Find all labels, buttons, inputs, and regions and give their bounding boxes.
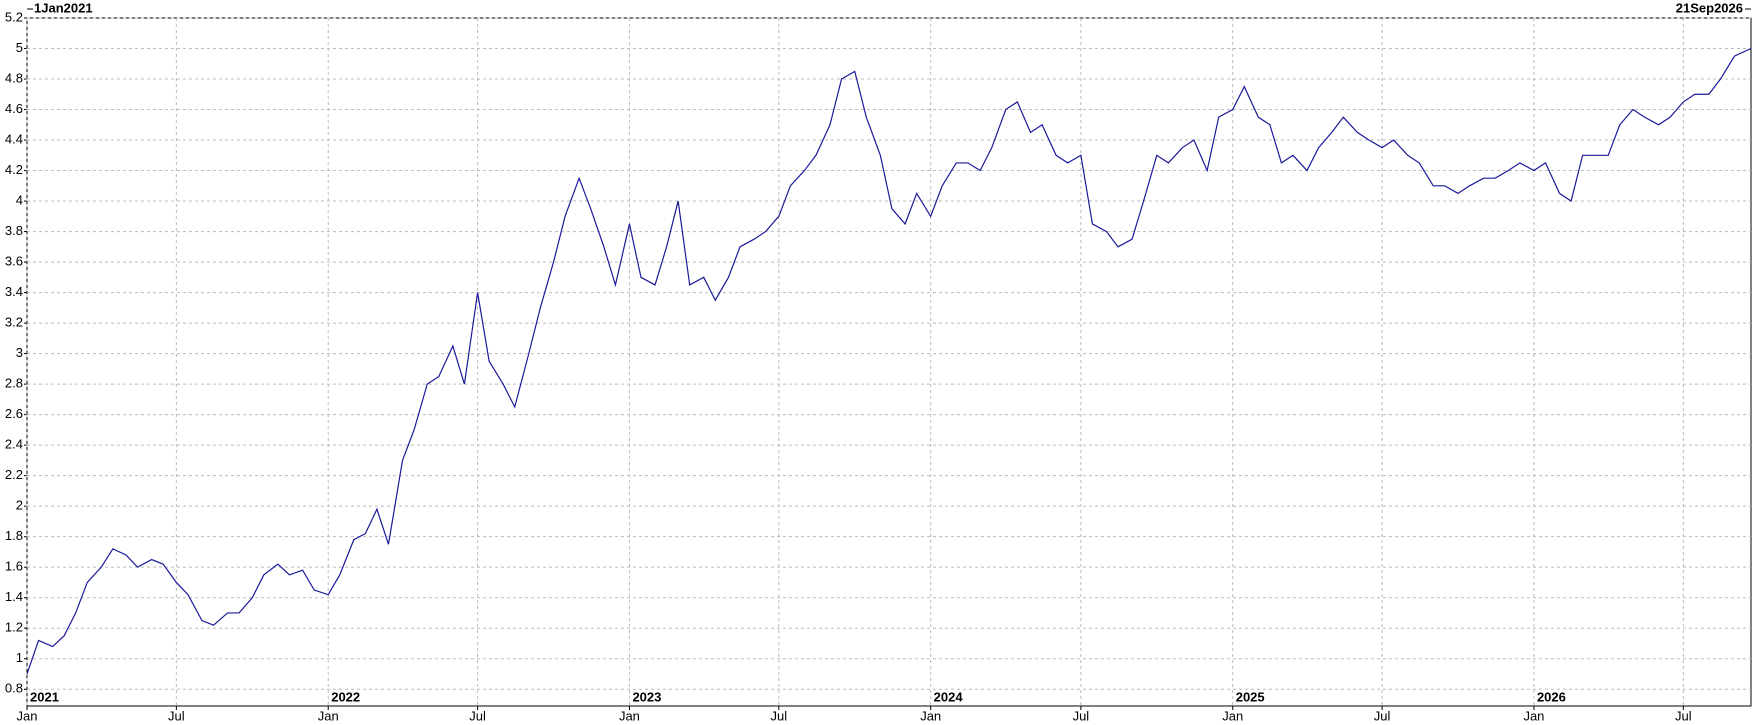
x-tick-label: Jan bbox=[1523, 708, 1544, 723]
x-tick-label: Jan bbox=[318, 708, 339, 723]
year-label: 2022 bbox=[331, 689, 360, 704]
end-label: 21Sep2026 bbox=[1676, 0, 1743, 15]
x-tick-label: Jan bbox=[17, 708, 38, 723]
year-label: 2025 bbox=[1236, 689, 1265, 704]
y-tick-label: 1.6 bbox=[5, 559, 23, 574]
y-tick-label: 2.6 bbox=[5, 406, 23, 421]
y-tick-label: 3 bbox=[16, 345, 23, 360]
y-tick-label: 1.2 bbox=[5, 620, 23, 635]
y-tick-label: 5 bbox=[16, 40, 23, 55]
y-tick-label: 4 bbox=[16, 192, 23, 207]
x-tick-label: Jul bbox=[1374, 708, 1391, 723]
year-label: 2024 bbox=[934, 689, 964, 704]
x-tick-label: Jul bbox=[168, 708, 185, 723]
x-tick-label: Jan bbox=[920, 708, 941, 723]
x-tick-label: Jul bbox=[1675, 708, 1692, 723]
y-tick-label: 2.4 bbox=[5, 437, 23, 452]
y-tick-label: 2.2 bbox=[5, 467, 23, 482]
x-tick-label: Jul bbox=[469, 708, 486, 723]
x-tick-label: Jul bbox=[1073, 708, 1090, 723]
x-tick-label: Jan bbox=[1222, 708, 1243, 723]
line-series bbox=[26, 47, 1752, 675]
y-tick-label: 4.6 bbox=[5, 101, 23, 116]
y-tick-label: 3.6 bbox=[5, 254, 23, 269]
y-tick-label: 4.2 bbox=[5, 162, 23, 177]
y-tick-label: 1.4 bbox=[5, 589, 23, 604]
y-tick-label: 4.8 bbox=[5, 70, 23, 85]
x-tick-label: Jul bbox=[771, 708, 788, 723]
start-label: 1Jan2021 bbox=[34, 0, 93, 15]
y-tick-label: 0.8 bbox=[5, 681, 23, 696]
y-tick-label: 1.8 bbox=[5, 528, 23, 543]
y-tick-label: 4.4 bbox=[5, 131, 23, 146]
x-tick-label: Jan bbox=[619, 708, 640, 723]
y-tick-label: 3.4 bbox=[5, 284, 23, 299]
year-label: 2023 bbox=[632, 689, 661, 704]
y-tick-label: 5.2 bbox=[5, 9, 23, 24]
y-tick-label: 1 bbox=[16, 650, 23, 665]
y-tick-label: 2 bbox=[16, 498, 23, 513]
year-label: 2021 bbox=[30, 689, 59, 704]
year-label: 2026 bbox=[1537, 689, 1566, 704]
y-tick-label: 3.2 bbox=[5, 315, 23, 330]
y-tick-label: 3.8 bbox=[5, 223, 23, 238]
plot-frame bbox=[26, 17, 1752, 707]
y-tick-label: 2.8 bbox=[5, 376, 23, 391]
